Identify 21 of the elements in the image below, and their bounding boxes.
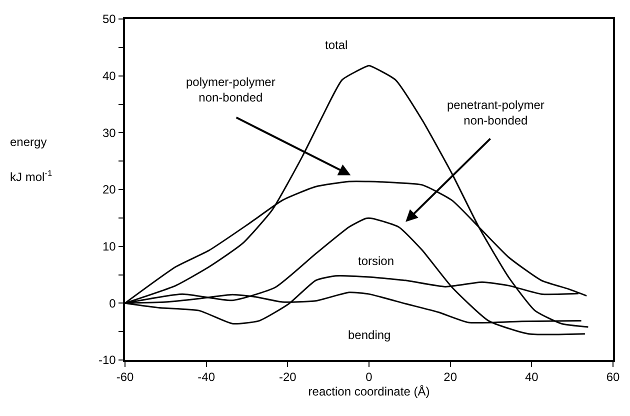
y-tick-label: 10 bbox=[102, 240, 116, 254]
y-tick-label: 30 bbox=[102, 126, 116, 140]
x-tick-label: -20 bbox=[279, 370, 297, 384]
annotation: bending bbox=[348, 328, 391, 342]
annotation: penetrant-polymer non-bonded bbox=[447, 98, 544, 128]
annotation: torsion bbox=[358, 254, 394, 268]
x-tick-label: -60 bbox=[116, 370, 134, 384]
y-tick-label: 0 bbox=[109, 296, 116, 310]
y-tick-label: 40 bbox=[102, 69, 116, 84]
y-tick-label: 20 bbox=[102, 182, 116, 197]
x-axis-title: reaction coordinate (Å) bbox=[308, 384, 430, 399]
x-tick-label: -40 bbox=[198, 370, 216, 384]
x-tick-label: 60 bbox=[606, 370, 620, 384]
x-tick-label: 20 bbox=[444, 370, 458, 384]
annotation: polymer-polymer non-bonded bbox=[186, 75, 276, 105]
x-tick-label: 40 bbox=[524, 370, 539, 384]
text: energy kJ mol$^{-1}$ bbox=[10, 135, 52, 184]
y-tick-label: 50 bbox=[102, 12, 116, 26]
annotation: total bbox=[325, 38, 348, 52]
x-tick-label: 0 bbox=[366, 370, 373, 384]
y-tick-label: -10 bbox=[98, 353, 116, 368]
